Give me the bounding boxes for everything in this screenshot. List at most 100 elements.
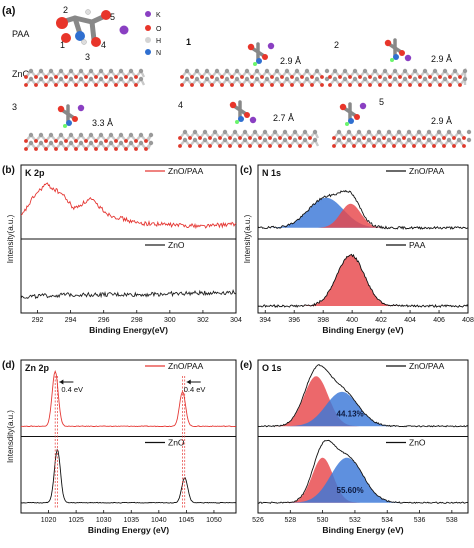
config-2-distance: 2.9 Å <box>431 54 452 64</box>
y-axis-label: Intensdity(a.u.) <box>6 410 15 463</box>
config-3-distance: 3.3 Å <box>92 118 113 128</box>
adsorbed-molecule <box>247 42 275 66</box>
legend-label: ZnO/PAA <box>168 361 204 371</box>
series-line-znopaa <box>20 369 237 428</box>
series-line-zno <box>20 448 237 504</box>
paa-molecule <box>56 9 129 47</box>
config-5-label: 5 <box>379 97 384 107</box>
x-axis-label: Binding Energy(eV) <box>89 325 168 335</box>
shift-label: 0.4 eV <box>184 385 206 394</box>
panel-c-n1s: 394 396 398 400 402 404 406 408 Binding Energy (… <box>240 164 474 335</box>
legend-label: ZnO <box>168 240 185 250</box>
config-1-label: 1 <box>186 37 191 47</box>
x-tick-label: 394 <box>259 317 271 324</box>
x-tick-label: 536 <box>414 517 426 524</box>
zno-label: ZnO <box>12 69 30 79</box>
x-tick-label: 294 <box>65 317 77 324</box>
panel-a-letter: (a) <box>2 5 16 17</box>
x-tick-label: 304 <box>230 317 242 324</box>
y-axis-label: Intensity(a.u.) <box>6 214 15 263</box>
x-tick-label: 538 <box>446 517 458 524</box>
panel-letter: (b) <box>2 165 15 176</box>
shift-arrowhead <box>186 379 191 385</box>
config-3-label: 3 <box>12 102 17 112</box>
legend-label: ZnO/PAA <box>409 361 445 371</box>
series-line-znopaa <box>20 182 237 230</box>
legend-label: ZnO/PAA <box>409 166 445 176</box>
x-tick-label: 1030 <box>96 517 112 524</box>
legend-label: ZnO/PAA <box>168 166 204 176</box>
x-tick-label: 528 <box>284 517 296 524</box>
fit-component-0 <box>258 255 468 306</box>
config-5-distance: 2.9 Å <box>431 116 452 126</box>
panel-a: (a) PAA ZnO 1 2 3 4 5 K O <box>2 5 472 151</box>
shift-arrowhead <box>59 379 64 385</box>
panel-title: N 1s <box>262 168 281 178</box>
k-ion <box>119 25 129 35</box>
atom-number-3: 3 <box>85 52 90 62</box>
percent-label: 55.60% <box>337 486 364 495</box>
panel-d-zn2p: 1020 1025 1030 1035 1040 1045 1050 Binding Ener… <box>2 359 237 535</box>
x-tick-label: 530 <box>317 517 329 524</box>
series-line-paa <box>257 253 469 309</box>
series-line-zno <box>257 439 469 504</box>
x-tick-label: 300 <box>164 317 176 324</box>
config-4-distance: 2.7 Å <box>273 113 294 123</box>
series-line-zno <box>20 289 237 300</box>
panel-letter: (c) <box>240 165 252 176</box>
fit-component-0 <box>258 376 468 427</box>
fit-component-1 <box>258 457 468 503</box>
legend-label: ZnO <box>409 438 426 448</box>
x-tick-label: 1020 <box>41 517 57 524</box>
config-1-distance: 2.9 Å <box>280 56 301 66</box>
legend-n: N <box>156 50 161 57</box>
fit-component-1 <box>258 203 468 228</box>
legend-k: K <box>156 12 161 19</box>
fit-component-0 <box>258 457 468 503</box>
adsorbed-molecule <box>384 38 412 62</box>
x-tick-label: 408 <box>462 317 474 324</box>
zno-slab-config-1 <box>180 68 330 87</box>
x-tick-label: 1050 <box>206 517 222 524</box>
zno-slab-config-3 <box>24 132 154 151</box>
x-tick-label: 298 <box>131 317 143 324</box>
adsorbed-molecule <box>339 102 367 126</box>
legend-h: H <box>156 38 161 45</box>
x-tick-label: 532 <box>349 517 361 524</box>
zno-slab-config-5 <box>332 129 472 148</box>
x-tick-label: 1025 <box>68 517 84 524</box>
x-tick-label: 302 <box>197 317 209 324</box>
atom-number-5: 5 <box>110 12 115 22</box>
panel-title: Zn 2p <box>25 363 50 373</box>
x-tick-label: 402 <box>375 317 387 324</box>
legend-o: O <box>156 26 162 33</box>
x-tick-label: 406 <box>433 317 445 324</box>
x-tick-label: 398 <box>317 317 329 324</box>
atom-number-4: 4 <box>101 40 106 50</box>
element-legend: K O H N <box>145 11 162 57</box>
x-tick-label: 400 <box>346 317 358 324</box>
x-axis-label: Binding Energy (eV) <box>322 525 403 535</box>
x-axis-label: Binding Energy (eV) <box>88 525 169 535</box>
x-tick-label: 396 <box>288 317 300 324</box>
fit-component-1 <box>258 391 468 427</box>
panel-letter: (d) <box>2 360 15 371</box>
y-axis-label: Intensity(a.u.) <box>243 214 252 263</box>
series-line-znopaa <box>257 364 469 428</box>
atom-number-2: 2 <box>63 5 68 15</box>
x-tick-label: 296 <box>98 317 110 324</box>
panel-e-o1s: 526 528 530 532 534 536 538 Binding Energy (eV)… <box>240 359 469 535</box>
x-tick-label: 404 <box>404 317 416 324</box>
x-tick-label: 526 <box>252 517 264 524</box>
fit-component-0 <box>258 197 468 228</box>
atom-number-1: 1 <box>60 40 65 50</box>
panel-title: K 2p <box>25 168 45 178</box>
paa-label: PAA <box>12 29 29 39</box>
x-tick-label: 1045 <box>179 517 195 524</box>
adsorbed-molecule <box>57 104 85 128</box>
shift-label: 0.4 eV <box>61 385 83 394</box>
zno-slab-config-4 <box>178 129 320 148</box>
x-tick-label: 292 <box>32 317 44 324</box>
